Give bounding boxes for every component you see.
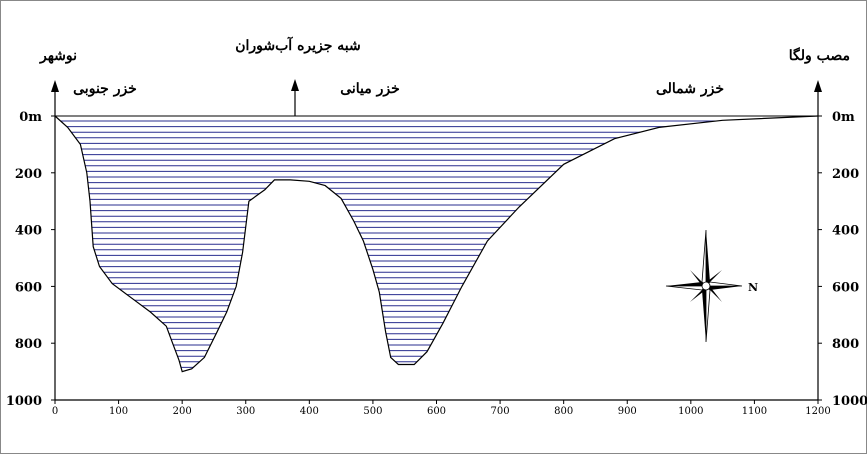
y-tick-label-right: 400: [832, 224, 859, 239]
axis-ticks: [51, 115, 822, 404]
x-tick-label: 900: [618, 406, 637, 417]
label-north-caspian: خزر شمالی: [656, 81, 724, 97]
x-tick-label: 400: [300, 406, 319, 417]
right-axis-arrowhead: [814, 80, 822, 92]
x-tick-label: 200: [173, 406, 192, 417]
axis-tick-labels: 0 100 200 300 400 500 600 700 800 900 1000 1100 1200…: [6, 110, 867, 417]
x-tick-label: 1000: [678, 406, 703, 417]
x-tick-label: 700: [491, 406, 510, 417]
y-tick-label-left: 200: [15, 167, 42, 182]
x-tick-label: 800: [554, 406, 573, 417]
center-arrowhead: [291, 79, 299, 91]
left-axis-arrowhead: [51, 80, 59, 92]
seabed-profile-line: [54, 115, 819, 373]
y-tick-label-left: 600: [15, 280, 42, 295]
label-absheron-peninsula: شبه جزیره آب‌شوران: [235, 36, 361, 54]
y-tick-label-right: 800: [832, 337, 859, 352]
label-volga-estuary: مصب ولگا: [789, 47, 850, 64]
compass-north-label: N: [748, 281, 758, 294]
y-tick-label-right: 0m: [832, 110, 855, 125]
x-tick-label: 600: [427, 406, 446, 417]
x-tick-label: 100: [109, 406, 128, 417]
y-tick-label-left: 800: [15, 337, 42, 352]
x-tick-label: 1100: [742, 406, 767, 417]
y-tick-label-left: 0m: [19, 110, 42, 125]
compass-rose-icon: [665, 229, 743, 343]
label-middle-caspian: خزر میانی: [340, 81, 400, 97]
x-tick-label: 300: [236, 406, 255, 417]
y-tick-label-left: 1000: [6, 394, 42, 409]
y-tick-label-right: 600: [832, 280, 859, 295]
x-tick-label: 0: [52, 406, 58, 417]
label-south-caspian: خزر جنوبی: [73, 81, 137, 97]
x-tick-label: 1200: [805, 406, 830, 417]
y-tick-label-right: 1000: [832, 394, 867, 409]
label-noshahr: نوشهر: [39, 48, 77, 64]
x-tick-label: 500: [363, 406, 382, 417]
y-tick-label-left: 400: [15, 224, 42, 239]
y-tick-label-right: 200: [832, 167, 859, 182]
